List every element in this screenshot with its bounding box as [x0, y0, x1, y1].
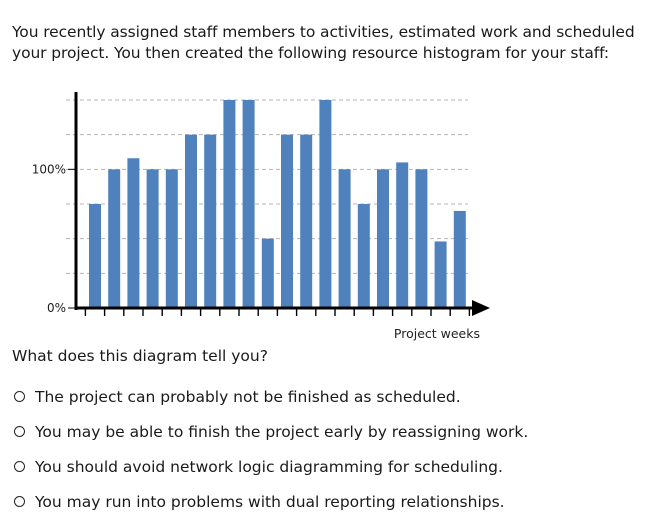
answer-option-3[interactable]: You should avoid network logic diagrammi…	[12, 449, 528, 484]
resource-histogram: 0% 100% Project weeks	[32, 92, 490, 341]
x-ticks	[84, 308, 471, 316]
histogram-bar	[165, 169, 178, 308]
histogram-bar	[108, 169, 121, 308]
y-ticks: 0% 100%	[32, 162, 76, 315]
chart-bars	[89, 100, 466, 308]
histogram-bar	[300, 134, 313, 308]
histogram-bar	[377, 169, 389, 308]
answer-option-label: You should avoid network logic diagrammi…	[35, 457, 503, 476]
histogram-bar	[223, 100, 236, 308]
answer-option-label: You may run into problems with dual repo…	[35, 492, 505, 511]
x-axis-label: Project weeks	[394, 326, 480, 341]
histogram-bar	[357, 204, 370, 308]
histogram-bar	[396, 162, 409, 308]
histogram-bar	[338, 169, 351, 308]
histogram-bar	[242, 100, 255, 308]
answer-option-label: The project can probably not be finished…	[35, 387, 461, 406]
histogram-bar	[415, 169, 428, 308]
histogram-bar	[185, 134, 197, 308]
answer-option-1[interactable]: The project can probably not be finished…	[12, 379, 528, 414]
histogram-bar	[453, 210, 466, 308]
histogram-bar	[89, 204, 101, 308]
histogram-bar	[281, 134, 293, 308]
answer-option-2[interactable]: You may be able to finish the project ea…	[12, 414, 528, 449]
histogram-bar	[319, 100, 332, 308]
histogram-bar	[127, 158, 140, 308]
y-tick-label: 100%	[32, 162, 66, 176]
histogram-bar	[146, 169, 159, 308]
x-axis-arrow	[472, 300, 490, 316]
y-tick-label: 0%	[47, 301, 66, 315]
question-text: What does this diagram tell you?	[12, 347, 268, 365]
radio-icon[interactable]	[14, 426, 25, 437]
histogram-bar	[434, 241, 447, 308]
radio-icon[interactable]	[14, 496, 25, 507]
radio-icon[interactable]	[14, 391, 25, 402]
radio-icon[interactable]	[14, 461, 25, 472]
histogram-bar	[261, 238, 274, 308]
answer-option-label: You may be able to finish the project ea…	[35, 422, 529, 441]
answer-options: The project can probably not be finished…	[12, 379, 528, 519]
answer-option-4[interactable]: You may run into problems with dual repo…	[12, 484, 528, 519]
histogram-bar	[204, 134, 217, 308]
intro-text: You recently assigned staff members to a…	[12, 23, 635, 62]
